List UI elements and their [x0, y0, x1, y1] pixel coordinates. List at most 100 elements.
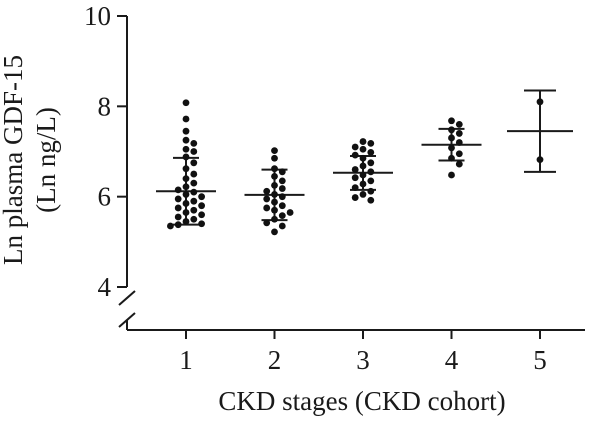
- x-tick-label: 2: [268, 345, 282, 375]
- data-point: [278, 222, 286, 230]
- data-point: [278, 202, 286, 210]
- data-point: [182, 209, 190, 216]
- data-point: [198, 211, 206, 219]
- y-tick-label: 8: [98, 91, 112, 121]
- data-point: [182, 175, 190, 183]
- y-axis-title-line2: (Ln ng/L): [31, 107, 61, 213]
- data-point: [351, 174, 359, 182]
- data-point: [190, 215, 198, 223]
- data-point: [174, 221, 182, 229]
- data-point: [536, 156, 544, 164]
- x-tick-label: 5: [533, 345, 547, 375]
- y-tick-label: 4: [98, 272, 112, 302]
- data-point: [351, 166, 359, 173]
- data-point: [271, 198, 278, 206]
- y-axis-title-line1: Ln plasma GDF-15: [0, 55, 28, 265]
- group-5: [507, 89, 573, 173]
- data-point: [367, 139, 375, 147]
- data-point: [271, 181, 278, 189]
- data-point: [351, 143, 359, 151]
- data-point: [351, 151, 359, 159]
- data-point: [359, 162, 367, 170]
- data-point: [359, 145, 367, 153]
- data-point: [198, 202, 206, 210]
- data-point: [359, 180, 367, 188]
- data-point: [455, 121, 463, 128]
- data-point: [455, 150, 463, 158]
- data-point: [278, 193, 286, 201]
- data-point: [278, 212, 286, 220]
- data-point: [278, 168, 286, 176]
- y-tick-label: 10: [84, 1, 111, 31]
- group-2: [244, 147, 305, 236]
- group-1: [156, 99, 216, 230]
- data-point: [182, 127, 190, 135]
- data-point: [271, 215, 278, 223]
- data-point: [182, 165, 190, 173]
- data-point: [182, 136, 190, 144]
- data-point: [367, 159, 375, 167]
- data-point: [174, 204, 182, 212]
- data-point: [190, 197, 198, 205]
- x-tick-label: 1: [179, 345, 193, 375]
- data-point: [182, 183, 190, 191]
- data-point: [448, 126, 455, 134]
- data-point: [190, 148, 198, 155]
- data-point: [455, 130, 463, 137]
- data-point: [167, 222, 174, 230]
- data-point: [448, 134, 455, 142]
- data-point: [278, 185, 286, 192]
- data-point: [351, 194, 359, 201]
- data-point: [190, 170, 198, 178]
- group-3: [333, 138, 393, 204]
- data-point: [286, 209, 294, 216]
- data-point: [182, 191, 190, 198]
- x-tick-label: 3: [356, 345, 370, 375]
- x-axis-title: CKD stages (CKD cohort): [218, 386, 505, 416]
- data-point: [190, 179, 198, 187]
- data-point: [271, 172, 278, 180]
- data-point: [174, 213, 182, 221]
- data-point: [278, 177, 286, 185]
- data-point: [190, 188, 198, 196]
- data-point: [448, 117, 455, 125]
- data-point: [455, 160, 463, 168]
- data-point: [263, 195, 271, 203]
- data-point: [448, 144, 455, 152]
- data-point: [271, 154, 278, 162]
- data-point: [536, 98, 544, 106]
- data-point: [198, 220, 206, 228]
- data-point: [359, 154, 367, 162]
- data-point: [182, 99, 190, 107]
- data-point: [359, 171, 367, 179]
- data-point: [455, 139, 463, 146]
- group-4: [421, 117, 482, 179]
- data-point: [271, 228, 278, 236]
- data-point: [271, 165, 278, 173]
- data-point: [182, 218, 190, 225]
- data-point: [190, 206, 198, 214]
- data-point: [182, 115, 190, 123]
- data-point: [271, 147, 278, 154]
- data-point: [271, 206, 278, 214]
- data-point: [263, 187, 271, 195]
- data-point: [448, 171, 455, 179]
- data-point: [367, 168, 375, 176]
- data-marks: [156, 89, 573, 236]
- data-point: [359, 138, 367, 145]
- data-point: [367, 177, 375, 185]
- data-point: [351, 184, 359, 192]
- data-point: [198, 193, 206, 201]
- data-point: [190, 159, 198, 167]
- data-point: [182, 153, 190, 161]
- data-point: [367, 187, 375, 195]
- data-point: [367, 149, 375, 156]
- data-point: [263, 204, 271, 212]
- data-point: [263, 219, 271, 227]
- data-point: [174, 195, 182, 203]
- data-point: [182, 145, 190, 153]
- x-tick-label: 4: [445, 345, 459, 375]
- data-point: [448, 154, 455, 162]
- data-point: [190, 139, 198, 147]
